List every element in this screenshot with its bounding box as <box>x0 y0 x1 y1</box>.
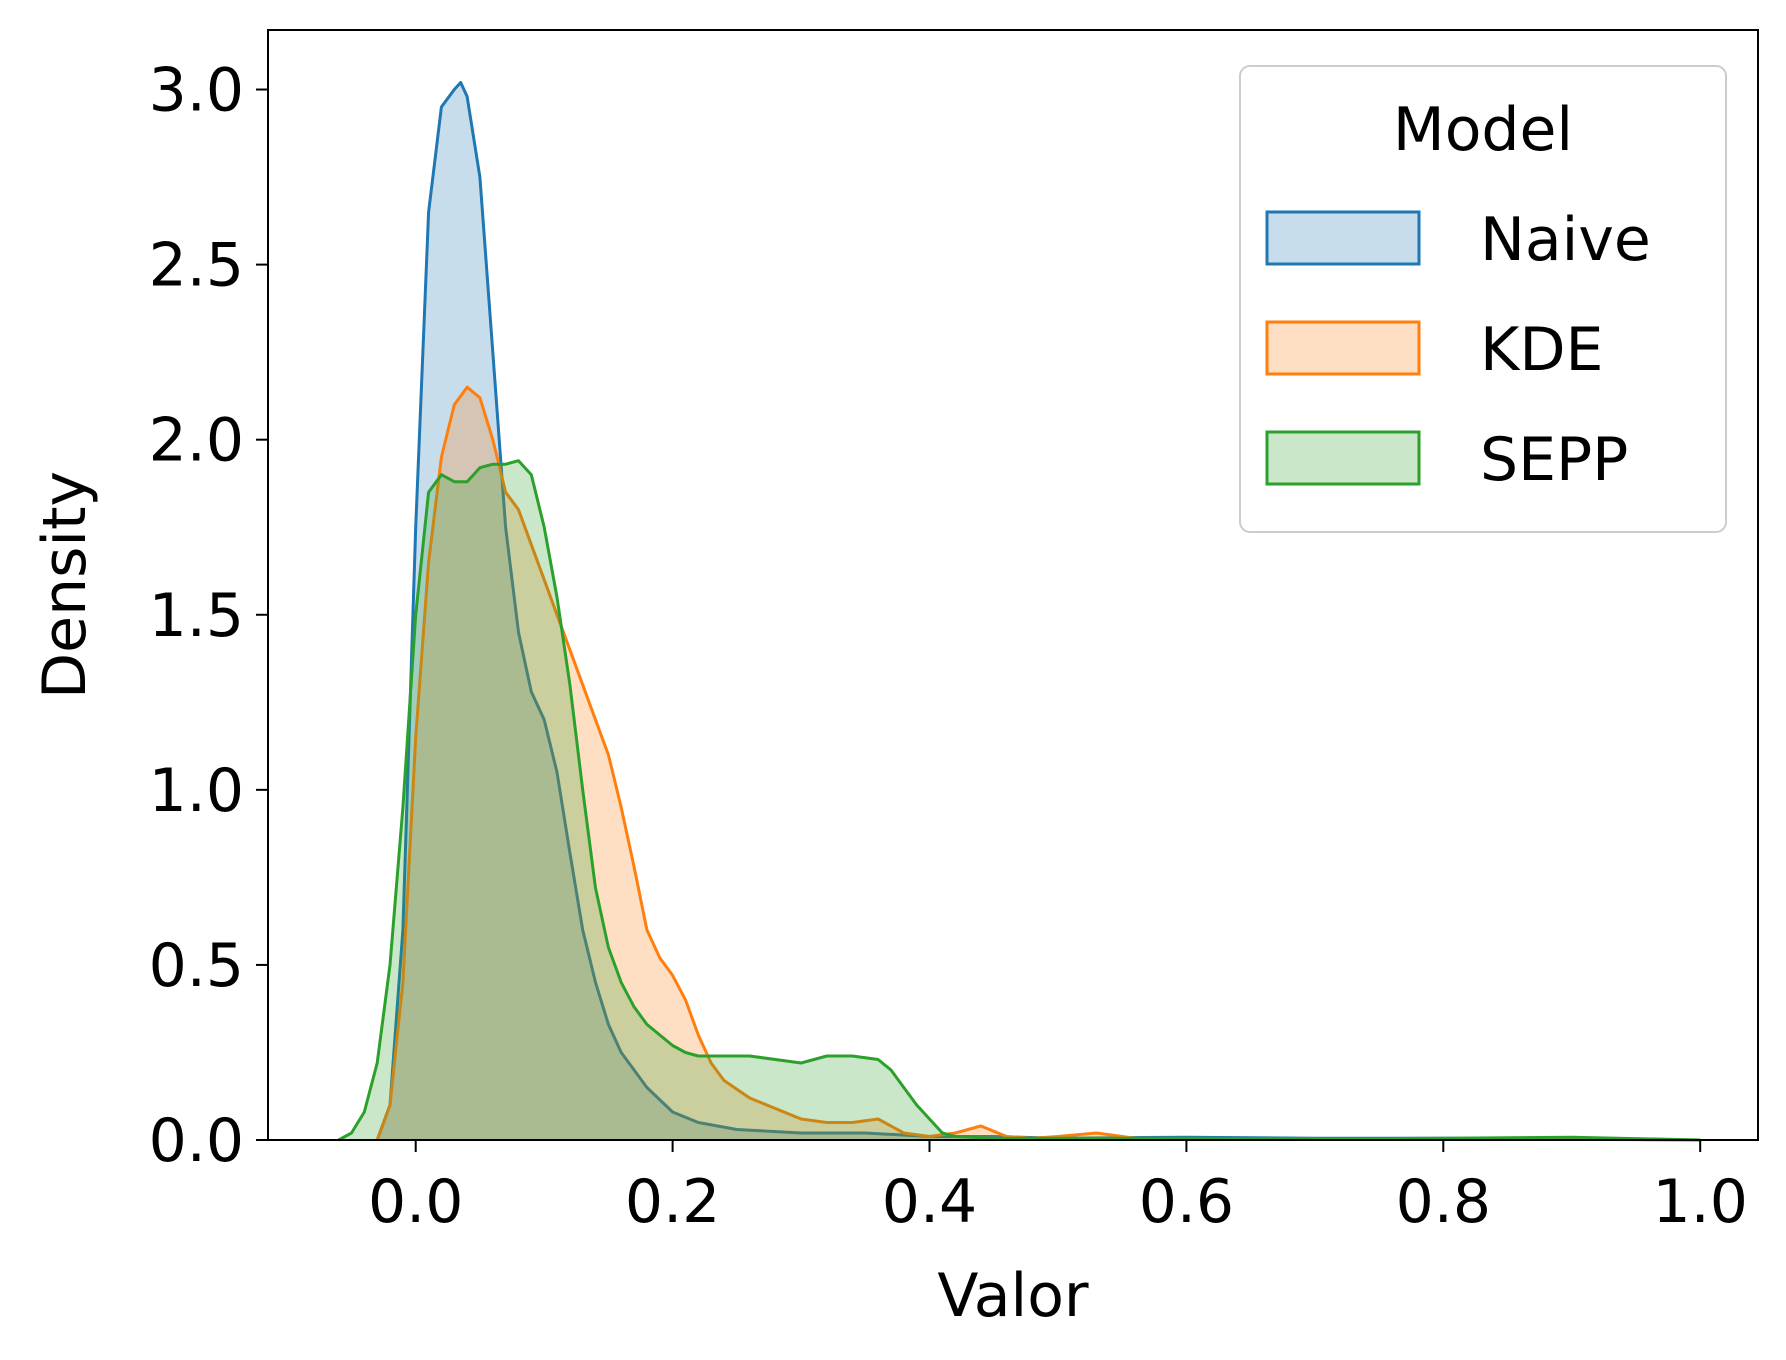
y-tick-label: 2.5 <box>149 231 244 301</box>
y-axis-label: Density <box>30 471 100 699</box>
x-tick-label: 0.6 <box>1139 1167 1234 1237</box>
x-tick-label: 0.2 <box>625 1167 720 1237</box>
legend-label-kde: KDE <box>1480 315 1603 385</box>
y-tick-label: 1.0 <box>149 756 244 826</box>
plot-area <box>337 81 1701 1142</box>
y-tick-label: 0.0 <box>149 1106 244 1176</box>
x-tick-label: 0.4 <box>882 1167 977 1237</box>
x-axis-label: Valor <box>937 1261 1089 1331</box>
y-axis: 0.0 0.5 1.0 1.5 2.0 2.5 3.0 <box>149 56 268 1176</box>
x-tick-label: 0.0 <box>368 1167 463 1237</box>
x-axis: 0.0 0.2 0.4 0.6 0.8 1.0 <box>368 1140 1748 1237</box>
legend-title: Model <box>1393 95 1573 165</box>
series-line-sepp <box>337 459 1701 1142</box>
legend-entries: Naive KDE SEPP <box>1265 205 1651 495</box>
legend-label-naive: Naive <box>1480 205 1651 275</box>
legend-label-sepp: SEPP <box>1480 425 1628 495</box>
x-tick-label: 1.0 <box>1652 1167 1747 1237</box>
axes-frame <box>267 29 1759 1141</box>
legend-swatch-kde <box>1265 320 1421 376</box>
y-tick-label: 2.0 <box>149 406 244 476</box>
y-tick-label: 1.5 <box>149 581 244 651</box>
series-fill-kde <box>377 387 1701 1140</box>
legend-swatch-naive <box>1265 210 1421 266</box>
x-tick-label: 0.8 <box>1396 1167 1491 1237</box>
y-tick-label: 3.0 <box>149 56 244 126</box>
y-tick-label: 0.5 <box>149 931 244 1001</box>
series-fill-sepp <box>338 460 1701 1140</box>
legend-box <box>1239 65 1727 533</box>
legend-swatch-sepp <box>1265 430 1421 486</box>
series-fill-naive <box>377 82 1701 1140</box>
legend: Model Naive KDE SEPP <box>1239 65 1727 533</box>
